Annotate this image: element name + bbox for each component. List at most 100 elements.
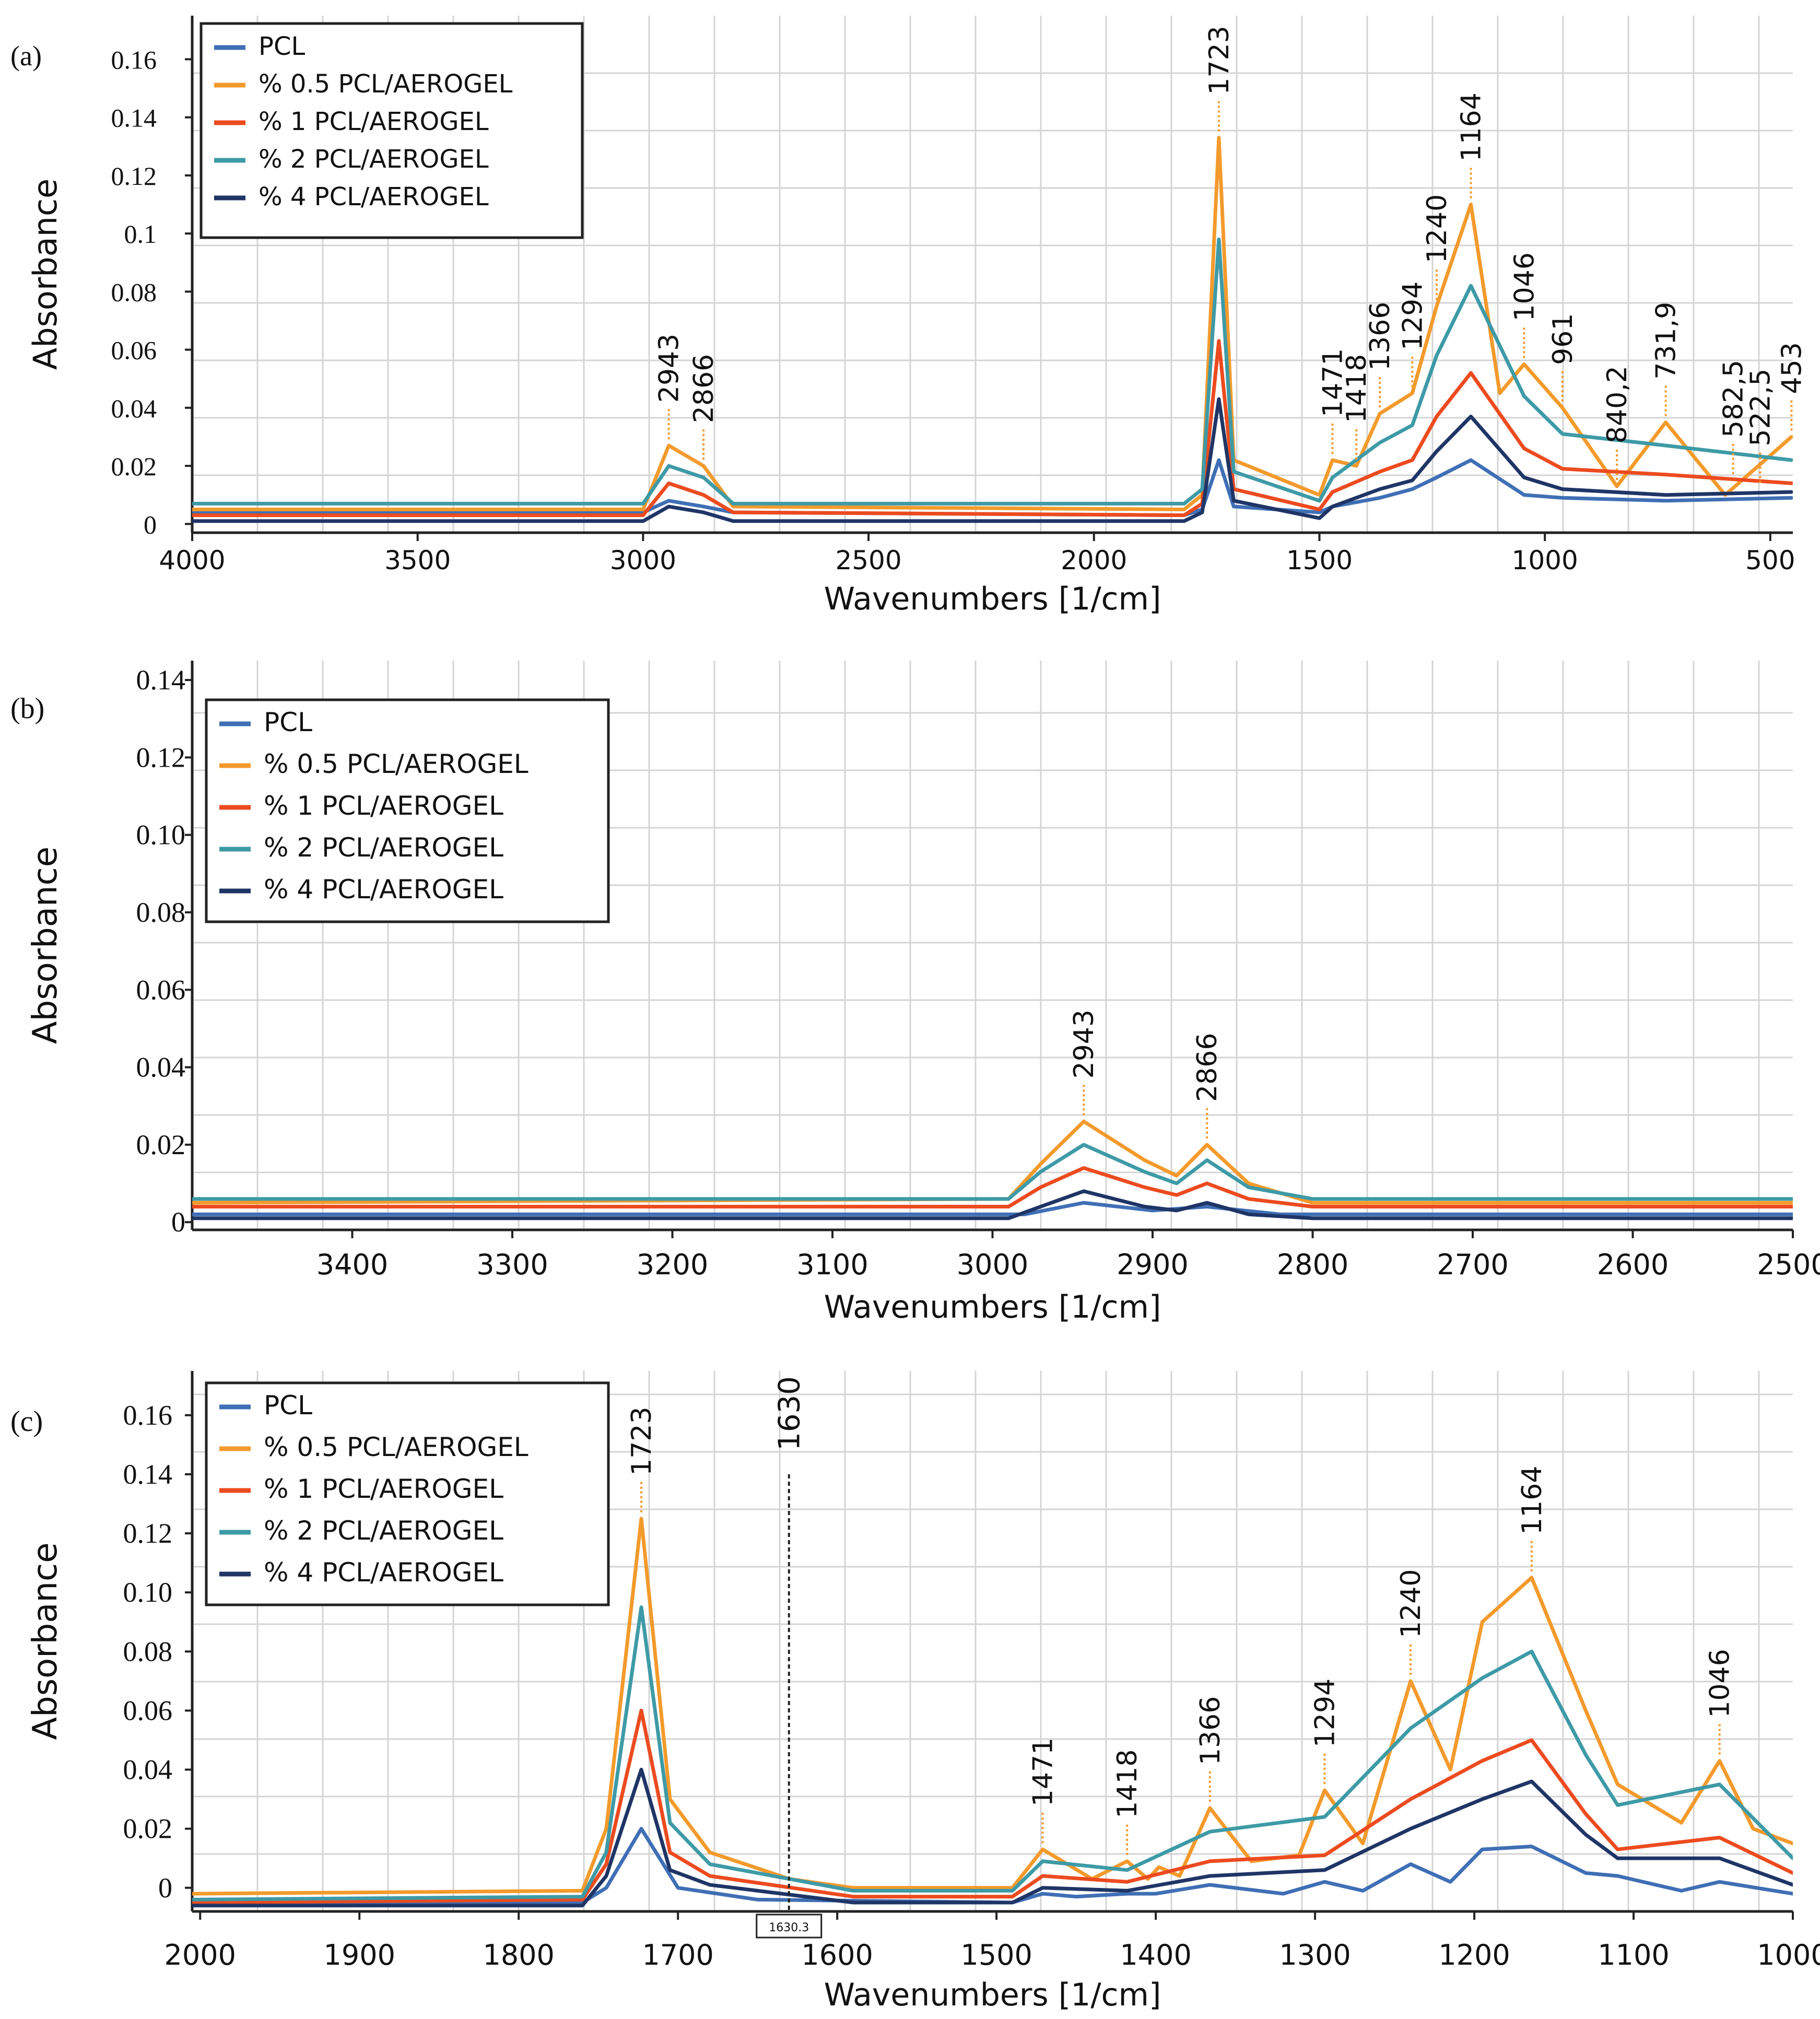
x-tick-label: 3000 — [610, 545, 676, 576]
legend: PCL % 0.5 PCL/AEROGEL % 1 PCL/AEROGEL % 2 P… — [205, 1381, 610, 1606]
x-tick-label: 2800 — [1277, 1248, 1348, 1281]
peak-label-453: 453 — [1776, 342, 1807, 394]
x-tick-label: 1800 — [483, 1939, 554, 1971]
grid — [192, 1371, 1793, 1911]
y-tick-label: 0.14 — [136, 664, 186, 696]
cursor-readout-box — [756, 1914, 823, 1939]
series-line-1-pcl-aerogel — [192, 1166, 1793, 1208]
series-line-2-pcl-aerogel — [192, 237, 1793, 506]
y-tick-label: 0.06 — [123, 1695, 173, 1726]
y-tick-label: 0.08 — [136, 897, 186, 928]
legend-entry: % 4 PCL/AEROGEL — [264, 874, 503, 905]
x-tick-label: 2600 — [1597, 1248, 1669, 1281]
x-tick-label: 2900 — [1117, 1248, 1188, 1281]
peak-annotations: 2943 2866 — [1068, 1010, 1223, 1138]
peak-label-2943: 2943 — [1068, 1010, 1100, 1078]
x-tick-label: 3300 — [476, 1248, 548, 1281]
peak-label-1723: 1723 — [1204, 26, 1235, 95]
peak-label-1294: 1294 — [1309, 1678, 1341, 1747]
legend-entry: PCL — [259, 32, 305, 61]
y-tick-label: 0.1 — [124, 219, 157, 249]
peak-label-1418: 1418 — [1341, 354, 1372, 423]
x-tick-label: 3400 — [316, 1248, 388, 1281]
y-axis-title: Absorbance — [26, 1542, 65, 1740]
x-tick-label: 1000 — [1512, 545, 1578, 576]
x-tick-label: 1000 — [1757, 1939, 1820, 1971]
x-axis-title: Wavenumbers [1/cm] — [824, 581, 1161, 617]
x-tick-label: 2500 — [835, 545, 901, 576]
x-axis-title: Wavenumbers [1/cm] — [824, 1977, 1161, 2013]
y-tick-label: 0.04 — [111, 394, 157, 423]
panel-label: (c) — [10, 1405, 43, 1438]
legend-entry: % 0.5 PCL/AEROGEL — [259, 69, 513, 99]
x-tick-label: 1500 — [1286, 545, 1353, 576]
peak-label-1294: 1294 — [1397, 281, 1428, 350]
series-line-2-pcl-aerogel — [192, 1605, 1793, 1901]
x-tick-label: 2000 — [165, 1939, 236, 1971]
panel-label: (b) — [10, 692, 44, 725]
x-tick-label: 1100 — [1598, 1939, 1669, 1971]
peak-label-1366: 1366 — [1365, 302, 1396, 371]
legend-entry: % 4 PCL/AEROGEL — [264, 1557, 503, 1588]
y-tick-label: 0.08 — [111, 277, 157, 307]
x-tick-label: 1200 — [1438, 1939, 1510, 1971]
legend-entry: % 1 PCL/AEROGEL — [259, 107, 489, 136]
peak-label-2943: 2943 — [654, 334, 685, 403]
peak-label-1164: 1164 — [1456, 92, 1487, 161]
legend: PCL % 0.5 PCL/AEROGEL % 1 PCL/AEROGEL % 2 P… — [205, 698, 610, 923]
y-tick-label: 0.06 — [136, 974, 186, 1005]
x-tick-label: 1300 — [1279, 1939, 1351, 1971]
x-tick-label: 3200 — [637, 1248, 708, 1281]
legend-entry: % 2 PCL/AEROGEL — [259, 145, 489, 174]
peak-label-1164: 1164 — [1517, 1466, 1548, 1535]
series-line-pcl — [192, 1827, 1793, 1905]
x-tick-label: 3100 — [796, 1248, 868, 1281]
peak-label-1366: 1366 — [1195, 1696, 1226, 1765]
y-tick-label: 0 — [158, 1872, 172, 1904]
x-tick-label: 1600 — [801, 1939, 873, 1971]
legend-entry: % 0.5 PCL/AEROGEL — [264, 1432, 529, 1462]
peak-label-522-5: 522,5 — [1745, 369, 1776, 447]
peak-label-582-5: 582,5 — [1718, 360, 1749, 438]
y-tick-label: 0.12 — [123, 1518, 173, 1549]
legend-entry: % 2 PCL/AEROGEL — [264, 1516, 503, 1546]
y-tick-label: 0.12 — [136, 742, 186, 773]
series-line-0-5-pcl-aerogel — [192, 1517, 1793, 1896]
series-line-2-pcl-aerogel — [192, 1143, 1793, 1201]
peak-label-1418: 1418 — [1112, 1750, 1143, 1818]
legend-box — [205, 698, 610, 923]
y-tick-label: 0.16 — [111, 45, 157, 74]
panel-label: (a) — [10, 40, 42, 72]
y-tick-label: 0.02 — [123, 1813, 173, 1845]
peak-label-1723: 1723 — [626, 1406, 657, 1475]
y-tick-label: 0 — [144, 510, 157, 539]
series-group — [192, 136, 1793, 523]
x-tick-label: 3500 — [384, 545, 451, 576]
y-tick-label: 0.02 — [111, 452, 157, 481]
y-tick-label: 0.08 — [123, 1636, 173, 1667]
series-group — [192, 1517, 1793, 1908]
chart-panel-c: 0 0.02 0.04 0.06 0.08 0.10 0.12 0.14 0.16 2000 190… — [10, 1371, 1820, 2013]
y-axis-title: Absorbance — [26, 179, 64, 370]
y-tick-label: 0.16 — [123, 1400, 173, 1431]
y-tick-label: 0.04 — [123, 1754, 173, 1786]
legend-entry: % 1 PCL/AEROGEL — [264, 1474, 503, 1504]
series-line-4-pcl-aerogel — [192, 1189, 1793, 1220]
cursor-label: 1630 — [773, 1376, 807, 1451]
legend-entry: PCL — [264, 707, 312, 737]
peak-annotations: 1723 1471 1418 1366 1294 1240 1164 1046 — [626, 1406, 1736, 1855]
legend-box — [199, 22, 584, 239]
y-tick-label: 0.10 — [123, 1577, 173, 1608]
legend-entry: % 4 PCL/AEROGEL — [259, 182, 489, 212]
chart-panel-a: 0 0.02 0.04 0.06 0.08 0.1 0.12 0.14 0.16 4000 3500… — [10, 16, 1807, 617]
x-tick-label: 1400 — [1120, 1939, 1191, 1971]
legend-box — [205, 1381, 610, 1606]
peak-label-1240: 1240 — [1395, 1569, 1427, 1638]
x-tick-label: 3000 — [957, 1248, 1028, 1281]
y-tick-label: 0.14 — [123, 1459, 173, 1490]
y-tick-label: 0.14 — [111, 103, 157, 133]
y-tick-label: 0.02 — [136, 1129, 186, 1160]
series-line-1-pcl-aerogel — [192, 339, 1793, 518]
legend-entry: % 0.5 PCL/AEROGEL — [264, 749, 529, 779]
x-tick-label: 2000 — [1061, 545, 1127, 576]
